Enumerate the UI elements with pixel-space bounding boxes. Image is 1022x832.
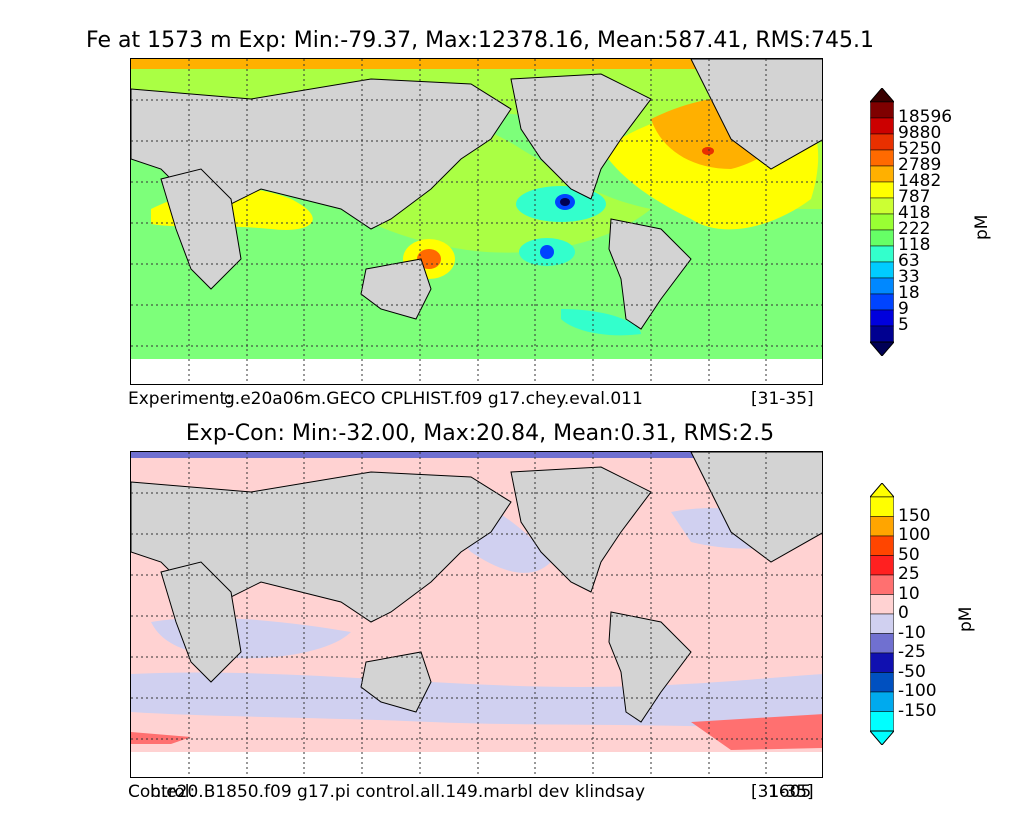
colorbar-cell	[870, 293, 894, 311]
colorbar-tick-label: 63	[898, 251, 920, 271]
colorbar-cell	[870, 555, 894, 576]
land-europe-greenland	[690, 59, 822, 170]
top-caption-right: [31-35]	[751, 389, 814, 409]
bottom-map	[130, 451, 823, 778]
colorbar-cell	[870, 133, 894, 151]
land-south-america-bottom	[608, 611, 692, 723]
bottom-caption-case: b.e20.B1850.f09 g17.pi control.all.149.m…	[150, 782, 646, 802]
field-atlantic-peak	[702, 147, 714, 155]
colorbar-tick-label: 418	[898, 203, 931, 223]
colorbar-cell	[870, 117, 894, 135]
colorbar-cell	[870, 672, 894, 693]
colorbar-tick-label: 9	[898, 299, 909, 319]
bottom-caption-extra: 1605	[768, 782, 812, 802]
colorbar-cell	[870, 277, 894, 295]
colorbar-cell	[870, 633, 894, 654]
colorbar-cell	[870, 197, 894, 215]
colorbar-cell	[870, 309, 894, 327]
colorbar-tick-label: 150	[898, 505, 931, 526]
colorbar-tick-label: 18596	[898, 107, 953, 127]
land-africa-bottom	[160, 561, 242, 683]
colorbar-tick-label: -10	[898, 622, 926, 643]
colorbar-cell	[870, 149, 894, 167]
colorbar-tick-label: 2789	[898, 155, 942, 175]
colorbar-tick-label: 1482	[898, 171, 942, 191]
land-south-america	[608, 218, 692, 330]
colorbar-cell	[870, 245, 894, 263]
field-eastpac-core1	[560, 198, 570, 206]
colorbar-cell	[870, 261, 894, 279]
land-australia-bottom	[360, 651, 432, 713]
land-eurasia-bottom	[131, 471, 512, 623]
colorbar-under-triangle	[870, 730, 894, 745]
diff-arctic-strip	[131, 452, 822, 458]
bottom-map-canvas	[131, 452, 822, 777]
bottom-caption-right: [31-35]	[751, 782, 814, 802]
colorbar-cell	[870, 535, 894, 556]
colorbar-cell	[870, 574, 894, 595]
colorbar-tick-label: 222	[898, 219, 931, 239]
colorbar-tick-label: 118	[898, 235, 931, 255]
antarctic-mask-bottom	[131, 752, 822, 777]
colorbar-cell	[870, 652, 894, 673]
colorbar-tick-label: -50	[898, 661, 926, 682]
field-southpac-low	[540, 245, 554, 259]
land-africa	[160, 168, 242, 290]
bottom-map-grid	[131, 452, 822, 777]
bottom-panel-title: Exp-Con: Min:-32.00, Max:20.84, Mean:0.3…	[185, 421, 775, 446]
land-eurasia	[131, 78, 512, 230]
colorbar-cell	[870, 594, 894, 615]
colorbar-cell	[870, 711, 894, 732]
colorbar-over-triangle	[870, 88, 894, 103]
top-panel-title: Fe at 1573 m Exp: Min:-79.37, Max:12378.…	[86, 28, 874, 53]
top-map-grid	[131, 59, 822, 384]
colorbar-tick-label: 787	[898, 187, 931, 207]
colorbar-over-triangle	[870, 483, 894, 498]
land-north-america-bottom	[510, 466, 652, 593]
top-colorbar	[870, 88, 894, 356]
bottom-colorbar-unit: pM	[956, 606, 976, 632]
colorbar-tick-label: -25	[898, 642, 926, 662]
top-caption-left: Experiment:	[128, 389, 232, 409]
top-map	[130, 58, 823, 385]
land-australia	[360, 258, 432, 320]
colorbar-tick-label: 25	[898, 564, 920, 584]
colorbar-tick-label: -100	[898, 681, 937, 701]
antarctic-mask	[131, 359, 822, 384]
colorbar-cell	[870, 496, 894, 517]
colorbar-cell	[870, 516, 894, 537]
colorbar-svg	[870, 88, 894, 356]
colorbar-cell	[870, 229, 894, 247]
colorbar-cell	[870, 101, 894, 119]
colorbar-tick-label: 18	[898, 283, 920, 303]
bottom-caption-left: Control:	[128, 782, 196, 802]
colorbar-cell	[870, 613, 894, 634]
bottom-colorbar	[870, 483, 894, 745]
land-north-america	[510, 73, 652, 200]
colorbar-tick-label: -150	[898, 700, 937, 721]
colorbar-tick-label: 9880	[898, 123, 942, 143]
colorbar-cell	[870, 325, 894, 343]
top-map-canvas	[131, 59, 822, 384]
top-colorbar-unit: pM	[972, 214, 992, 240]
colorbar-tick-label: 5	[898, 315, 909, 335]
colorbar-cell	[870, 181, 894, 199]
colorbar-tick-label: 100	[898, 525, 931, 545]
field-southpac-cyan	[561, 309, 641, 336]
colorbar-svg	[870, 483, 894, 745]
diff-southern-positive	[131, 732, 191, 744]
colorbar-tick-label: 5250	[898, 139, 942, 159]
colorbar-cell	[870, 691, 894, 712]
colorbar-cell	[870, 165, 894, 183]
field-arctic-1482	[131, 59, 822, 69]
colorbar-tick-label: 10	[898, 583, 920, 604]
colorbar-tick-label: 33	[898, 267, 920, 287]
colorbar-cell	[870, 213, 894, 231]
colorbar-tick-label: 0	[898, 603, 909, 623]
colorbar-tick-label: 50	[898, 544, 920, 565]
top-caption-case: g.e20a06m.GECO CPLHIST.f09 g17.chey.eval…	[224, 389, 643, 409]
land-europe-greenland-bottom	[690, 452, 822, 563]
colorbar-under-triangle	[870, 341, 894, 356]
diff-southern-positive-east	[691, 714, 822, 750]
